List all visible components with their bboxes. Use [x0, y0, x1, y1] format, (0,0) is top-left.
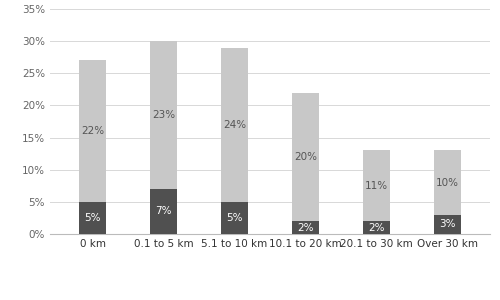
Text: 23%: 23%	[152, 110, 175, 120]
Bar	[79, 60, 106, 202]
Text: 20%: 20%	[294, 152, 317, 162]
Bar	[150, 41, 177, 189]
Bar	[292, 221, 319, 234]
Bar	[292, 93, 319, 221]
Legend: Yes, absolutely, Yes, maybe: Yes, absolutely, Yes, maybe	[174, 296, 366, 300]
Bar	[434, 215, 461, 234]
Text: 5%: 5%	[226, 213, 243, 223]
Text: 2%: 2%	[368, 223, 384, 232]
Bar	[221, 48, 248, 202]
Bar	[221, 202, 248, 234]
Bar	[79, 202, 106, 234]
Text: 2%: 2%	[297, 223, 314, 232]
Bar	[434, 150, 461, 215]
Text: 11%: 11%	[365, 181, 388, 191]
Text: 3%: 3%	[439, 219, 456, 230]
Bar	[363, 221, 390, 234]
Bar	[150, 189, 177, 234]
Text: 5%: 5%	[84, 213, 101, 223]
Bar	[363, 150, 390, 221]
Text: 24%: 24%	[223, 120, 246, 130]
Text: 22%: 22%	[81, 126, 104, 136]
Text: 10%: 10%	[436, 178, 459, 188]
Text: 7%: 7%	[156, 206, 172, 217]
